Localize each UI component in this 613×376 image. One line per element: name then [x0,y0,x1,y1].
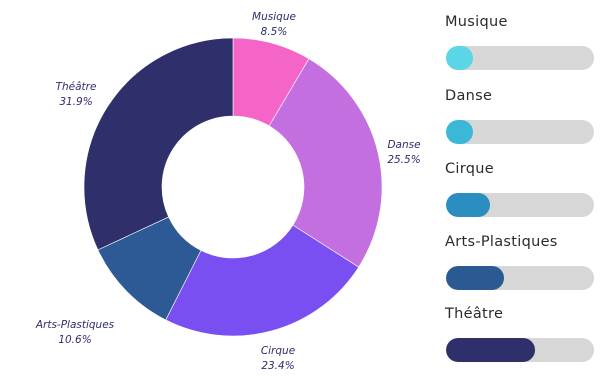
slice-value-label: 23.4% [261,360,294,372]
legend-bar-track [446,266,594,290]
donut-slice-théâtre [83,37,234,251]
legend-bar-label: Arts-Plastiques [445,234,558,250]
slice-value-label: 10.6% [58,334,91,346]
legend-bar-track [446,338,594,362]
slice-label: Danse [387,139,420,151]
legend-bar-track [446,46,594,70]
legend-bar-fill [446,120,473,144]
slice-value-label: 31.9% [59,96,92,108]
slice-label: Théâtre [56,81,97,93]
slice-label: Cirque [261,345,295,357]
donut-slice-danse [268,58,383,268]
legend-bar-fill [446,338,535,362]
slice-label: Arts-Plastiques [35,319,115,331]
legend-bar-label: Théâtre [445,306,504,322]
legend-bar-label: Danse [445,88,493,104]
legend-bar-label: Cirque [445,161,494,177]
legend-bar-fill [446,193,491,217]
legend-bar-track [446,120,594,144]
legend-bar-fill [446,46,473,70]
donut-slice-cirque [165,224,360,337]
slice-value-label: 25.5% [387,154,420,166]
slice-value-label: 8.5% [261,26,288,38]
slice-label: Musique [252,11,296,23]
legend-bar-label: Musique [445,14,508,30]
legend-bar-fill [446,266,504,290]
donut-chart: Musique 8.5% Danse 25.5% Cirque 23.4% Arts-Pla… [35,11,421,372]
legend-bar-panel: Musique Danse Cirque Arts-Plastiques Thé… [445,0,613,376]
legend-bar-track [446,193,594,217]
